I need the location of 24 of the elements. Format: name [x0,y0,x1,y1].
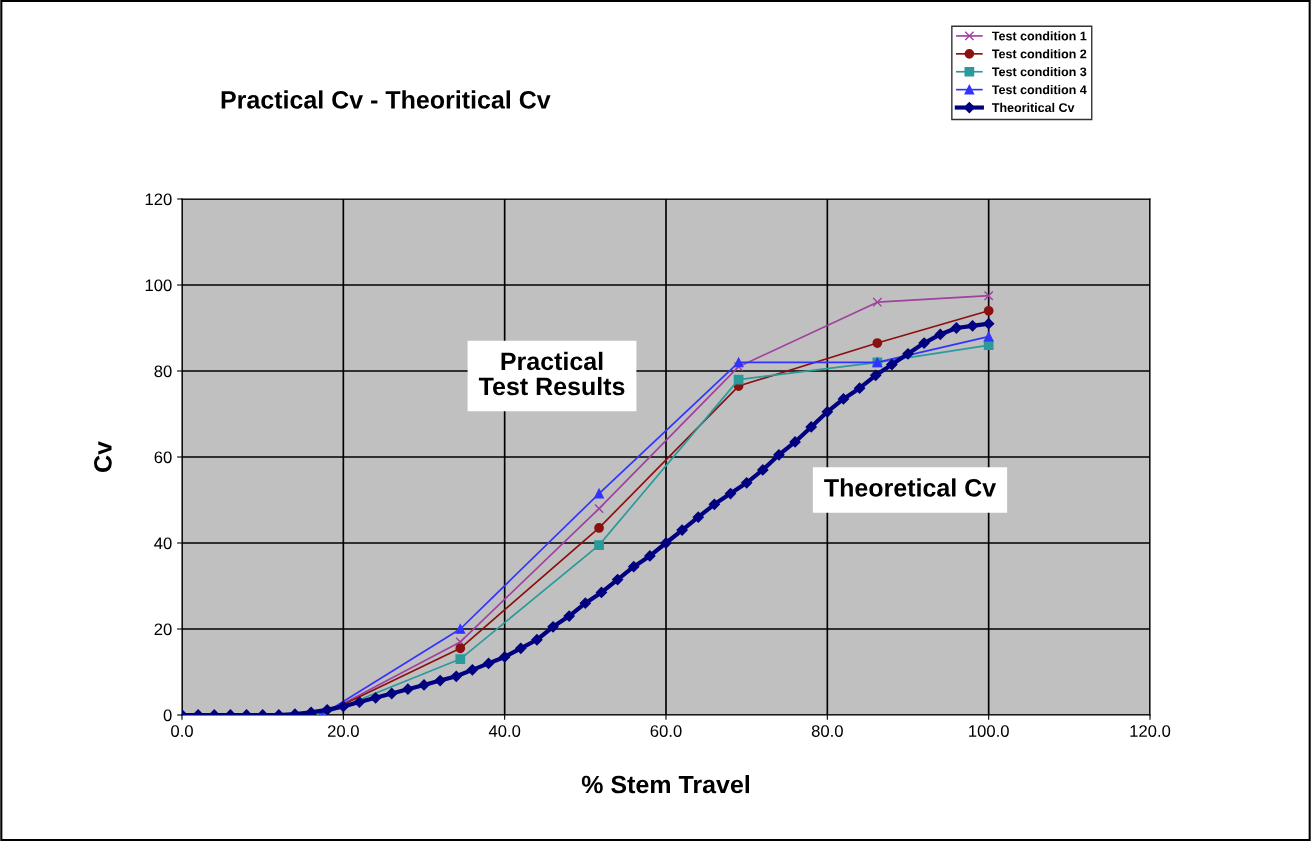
x-tick-label: 60.0 [650,725,682,737]
annotation: Theoretical Cv [824,478,997,497]
x-axis-title: % Stem Travel [581,774,749,794]
y-tick-label: 120 [145,193,172,206]
legend-label: Test condition 1 [991,31,1087,41]
x-tick-label: 120.0 [1130,725,1171,737]
legend-label: Test condition 3 [991,67,1087,77]
legend-label: Test condition 2 [991,49,1087,59]
legend-label: Theoritical Cv [991,102,1075,113]
annotation: Practical Test Results [478,351,625,396]
x-tick-label: 40.0 [488,725,521,737]
x-tick-label: 0.0 [171,725,193,737]
y-axis-title: Cv [94,441,112,472]
y-tick-label: 60 [154,451,172,464]
chart-title: Practical Cv - Theoritical Cv [221,90,551,109]
y-tick-label: 20 [154,623,172,636]
legend-label: Test condition 4 [991,84,1087,95]
y-tick-label: 0 [163,709,172,722]
x-tick-label: 20.0 [327,725,359,737]
x-tick-label: 80.0 [811,725,843,737]
y-tick-label: 40 [154,537,172,550]
x-tick-label: 100.0 [969,725,1009,737]
y-tick-label: 80 [154,365,172,378]
y-tick-label: 100 [145,279,172,292]
